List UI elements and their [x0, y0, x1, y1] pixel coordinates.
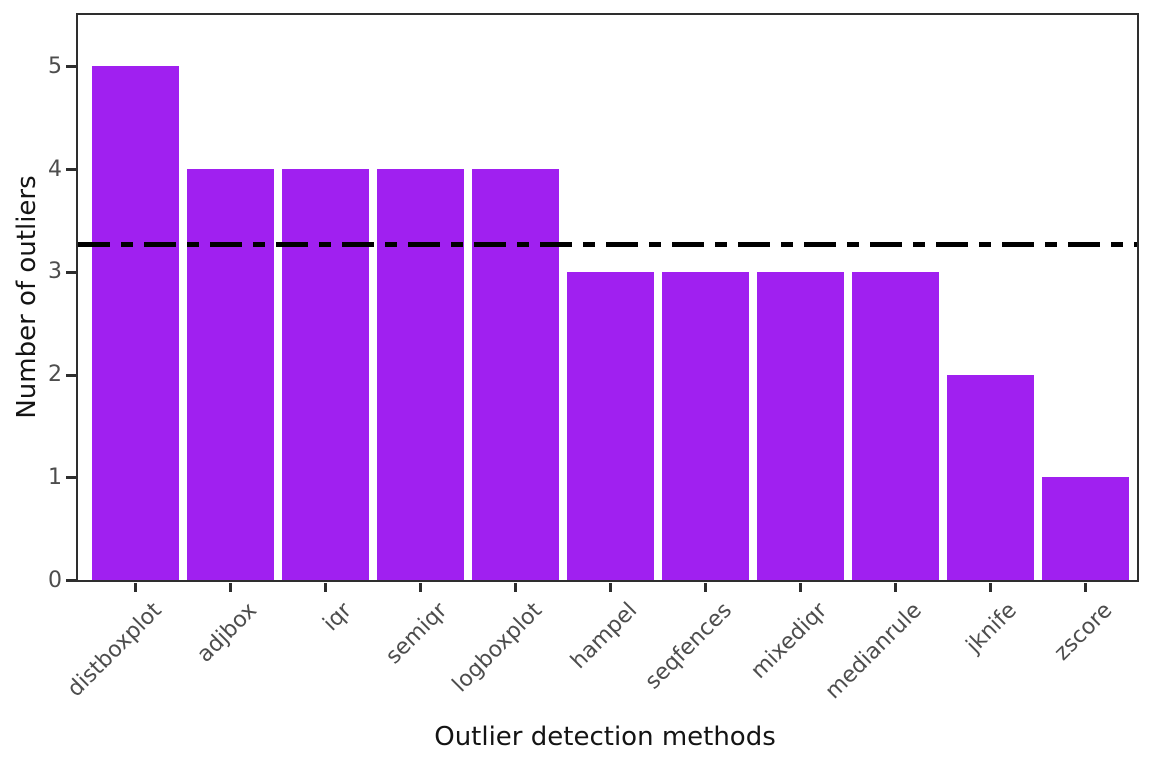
bar-semiqr	[376, 169, 464, 580]
x-axis-label: Outlier detection methods	[434, 722, 776, 752]
x-tick-mark	[704, 583, 707, 592]
x-tick-mark	[989, 583, 992, 592]
x-tick-mark	[514, 583, 517, 592]
y-axis-label: Number of outliers	[12, 175, 42, 419]
x-tick-label-iqr: iqr	[318, 598, 358, 637]
y-tick-mark	[66, 579, 76, 582]
x-tick-mark	[419, 583, 422, 592]
x-tick-label-distboxplot: distboxplot	[63, 598, 168, 703]
bar-zscore	[1041, 477, 1129, 580]
y-tick-mark	[66, 270, 76, 274]
x-tick-mark	[799, 583, 802, 592]
x-tick-label-seqfences: seqfences	[640, 598, 738, 695]
y-tick-label-3: 3	[48, 259, 62, 285]
x-tick-label-logboxplot: logboxplot	[447, 598, 548, 698]
mean-reference-line	[78, 241, 1137, 247]
x-tick-label-adjbox: adjbox	[192, 598, 263, 668]
y-tick-mark	[66, 476, 76, 480]
y-tick-mark	[66, 65, 76, 69]
y-tick-label-2: 2	[48, 362, 62, 388]
y-tick-mark	[66, 373, 76, 377]
x-tick-label-medianrule: medianrule	[821, 598, 928, 705]
x-tick-mark	[1084, 583, 1087, 592]
x-tick-label-jknife: jknife	[961, 598, 1023, 659]
x-tick-mark	[229, 583, 232, 592]
y-tick-label-0: 0	[48, 567, 62, 593]
x-tick-mark	[134, 583, 137, 592]
x-tick-label-zscore: zscore	[1049, 598, 1118, 666]
x-tick-label-mixediqr: mixediqr	[746, 598, 833, 684]
x-tick-label-hampel: hampel	[566, 598, 643, 674]
bar-seqfences	[661, 271, 749, 580]
x-tick-mark	[894, 583, 897, 592]
bar-logboxplot	[471, 169, 559, 580]
bar-iqr	[281, 169, 369, 580]
plot-area	[76, 13, 1139, 582]
bar-medianrule	[851, 271, 939, 580]
bar-jknife	[946, 374, 1034, 580]
bar-mixediqr	[756, 271, 844, 580]
y-tick-label-4: 4	[48, 156, 62, 182]
bar-adjbox	[186, 169, 274, 580]
x-tick-mark	[324, 583, 327, 592]
x-tick-label-semiqr: semiqr	[381, 598, 453, 670]
x-tick-mark	[609, 583, 612, 592]
y-tick-label-1: 1	[48, 464, 62, 490]
y-tick-label-5: 5	[48, 53, 62, 79]
bar-distboxplot	[91, 66, 179, 580]
bar-hampel	[566, 271, 654, 580]
y-tick-mark	[66, 168, 76, 172]
